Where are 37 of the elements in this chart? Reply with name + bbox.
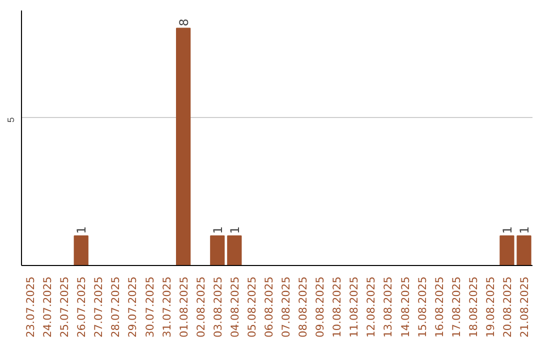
x-tick-label: 10.08.2025 [330,276,344,338]
x-tick-label: 17.08.2025 [450,276,463,338]
x-tick-label: 24.07.2025 [41,276,54,338]
x-tick-label: 19.08.2025 [484,276,497,338]
data-label: 1 [210,226,225,234]
x-tick-label: 27.07.2025 [92,276,106,338]
x-tick-label: 25.07.2025 [58,276,72,338]
x-tick-label: 26.07.2025 [75,276,88,338]
data-label: 1 [74,226,89,234]
data-label: 1 [517,226,532,234]
x-tick-label: 16.08.2025 [432,276,446,338]
data-label: 8 [176,18,191,26]
data-label: 1 [228,226,242,234]
x-tick-label: 02.08.2025 [194,276,208,338]
x-tick-label: 30.07.2025 [143,276,156,338]
x-tick-label: 03.08.2025 [211,276,224,338]
x-tick-label: 23.07.2025 [24,276,38,338]
x-tick-label: 28.07.2025 [109,276,122,338]
x-tick-label: 04.08.2025 [228,276,242,338]
data-label: 1 [500,226,514,234]
x-tick-label: 06.08.2025 [262,276,276,338]
x-tick-label: 01.08.2025 [177,276,190,338]
x-tick-label: 29.07.2025 [126,276,140,338]
x-tick-label: 08.08.2025 [296,276,310,338]
x-tick-label: 09.08.2025 [314,276,327,338]
x-tick-label: 13.08.2025 [382,276,395,338]
x-tick-label: 07.08.2025 [280,276,293,338]
x-tick-label: 12.08.2025 [364,276,378,338]
x-tick-label: 31.07.2025 [160,276,174,338]
x-tick-label: 11.08.2025 [348,276,361,338]
x-tick-label: 15.08.2025 [416,276,429,338]
x-tick-label: 18.08.2025 [466,276,480,338]
x-tick-label: 20.08.2025 [500,276,514,338]
x-tick-label: 14.08.2025 [398,276,412,338]
y-tick-label: 5 [6,117,16,122]
x-tick-label: 21.08.2025 [518,276,531,338]
x-tick-label: 05.08.2025 [245,276,258,338]
